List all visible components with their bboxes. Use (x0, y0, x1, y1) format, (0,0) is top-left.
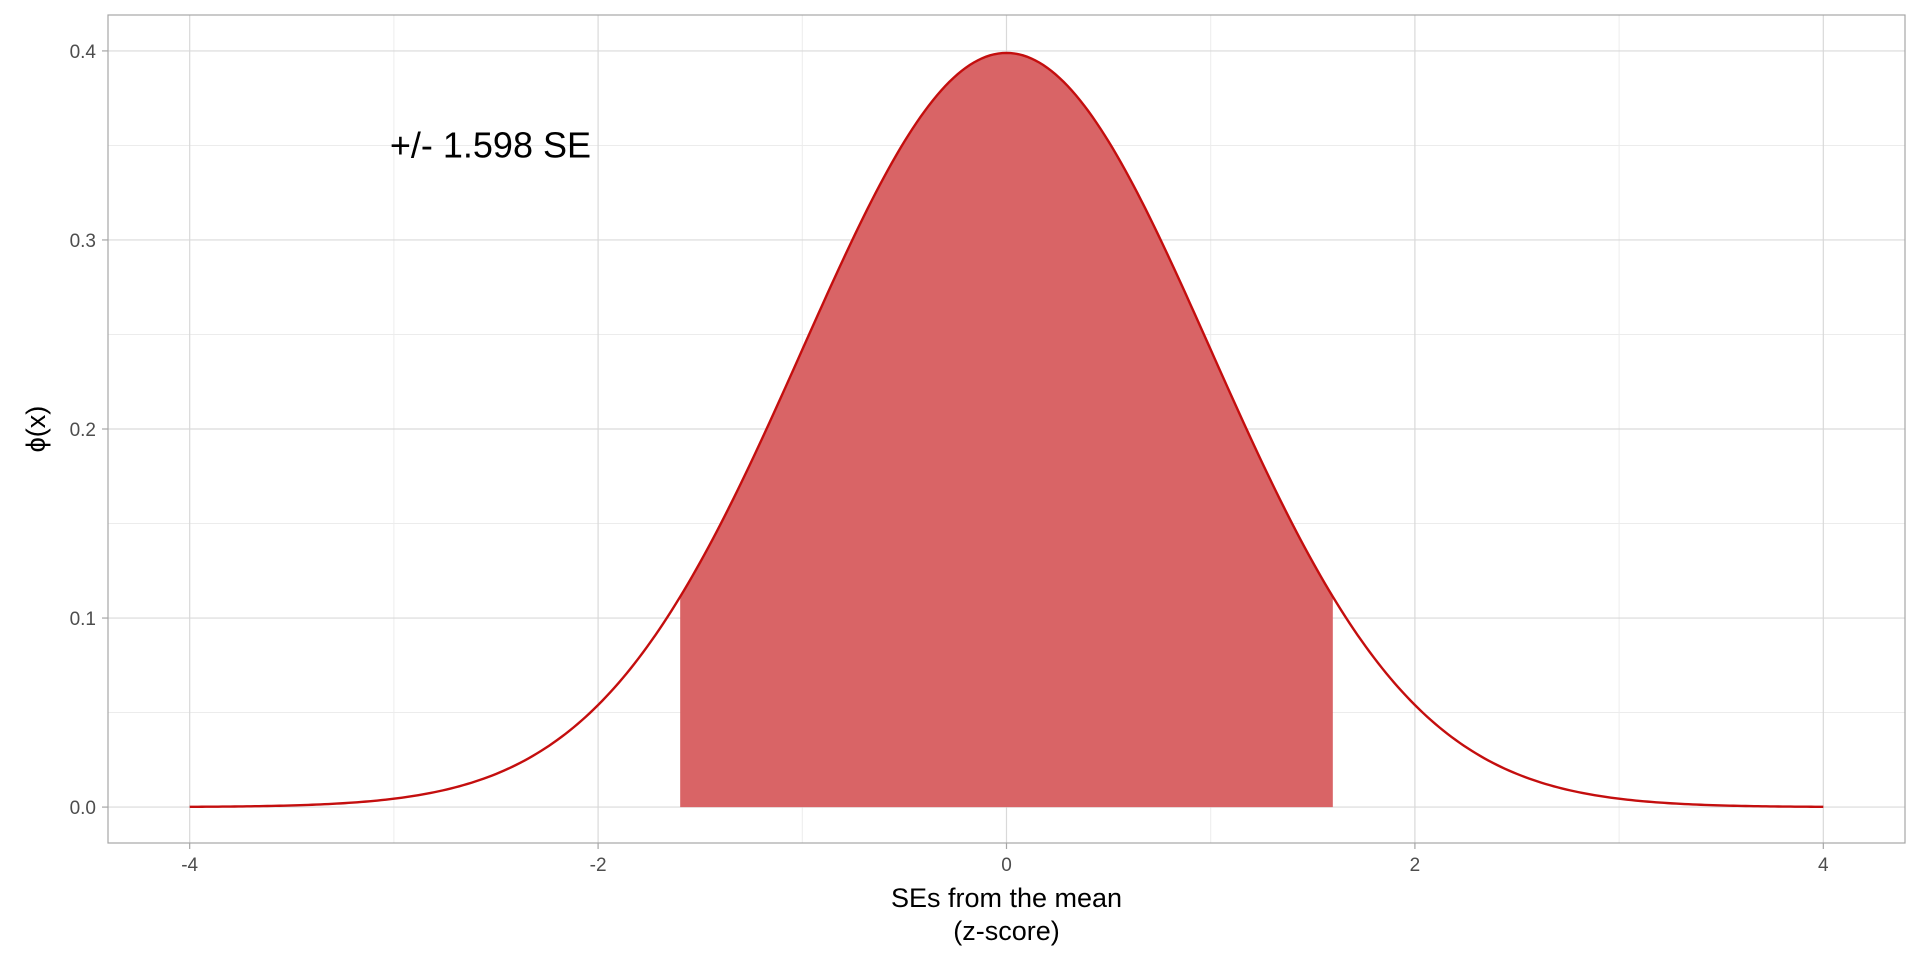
x-tick-label: 4 (1818, 855, 1829, 876)
y-tick-label: 0.2 (70, 420, 96, 441)
x-axis-title-line-1: SEs from the mean (891, 883, 1122, 913)
y-tick-label: 0.0 (70, 798, 96, 819)
x-axis: -4 -2 0 2 4 (181, 843, 1829, 876)
y-tick-label: 0.1 (70, 609, 96, 630)
x-tick-label: -4 (181, 855, 198, 876)
annotation-label: +/- 1.598 SE (390, 124, 591, 165)
y-tick-label: 0.3 (70, 231, 96, 252)
x-tick-label: -2 (590, 855, 607, 876)
y-tick-label: 0.4 (70, 42, 97, 63)
shaded-interval-area (680, 52, 1333, 808)
y-axis: 0.0 0.1 0.2 0.3 0.4 (70, 42, 108, 819)
x-axis-title-line-2: (z-score) (953, 916, 1060, 946)
density-series (189, 51, 1824, 809)
x-tick-label: 2 (1410, 855, 1421, 876)
y-axis-title: ϕ(x) (21, 406, 51, 453)
x-tick-label: 0 (1001, 855, 1012, 876)
density-curve (189, 51, 1824, 809)
